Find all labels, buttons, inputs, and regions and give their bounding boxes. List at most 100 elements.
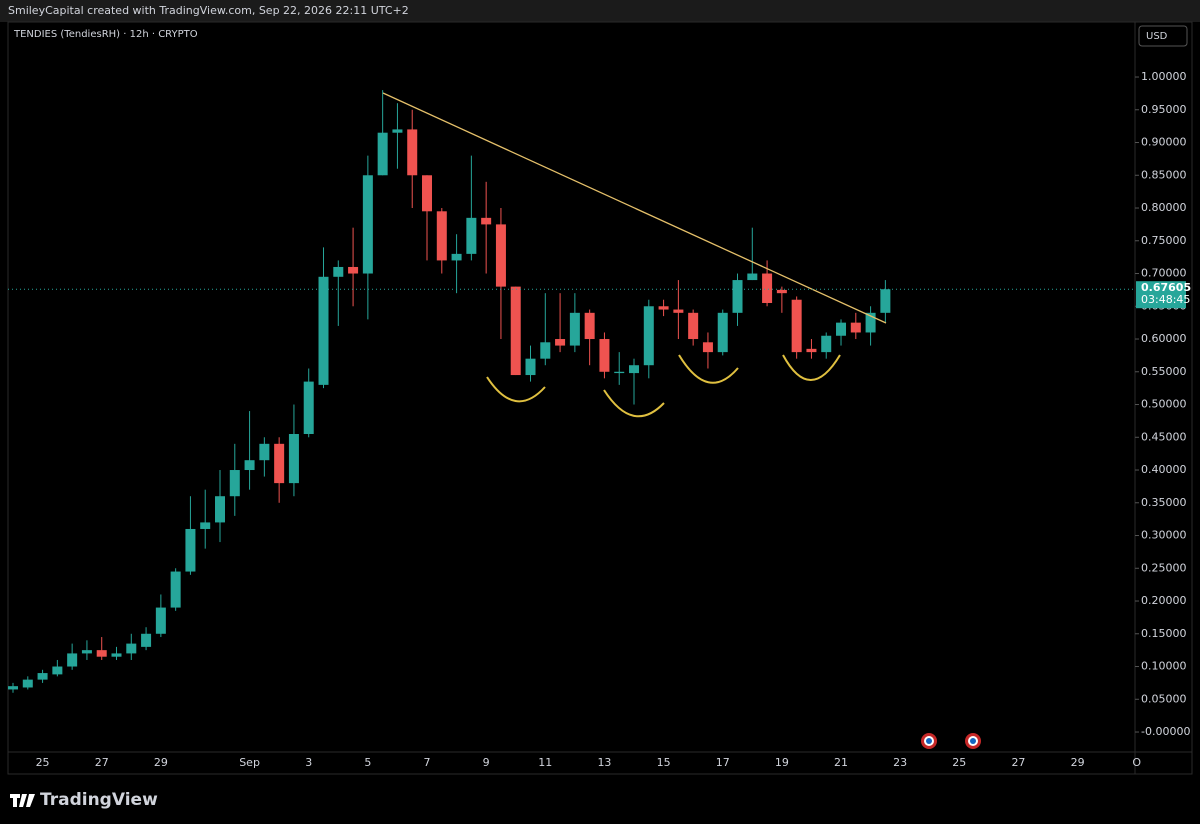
candle-body bbox=[303, 381, 314, 434]
candle-body bbox=[407, 129, 418, 176]
y-tick-label: 0.40000 bbox=[1141, 463, 1187, 476]
candle-body bbox=[81, 650, 92, 654]
candle-body bbox=[22, 679, 33, 688]
y-tick-label: 1.00000 bbox=[1141, 70, 1187, 83]
candle-body bbox=[584, 312, 595, 340]
candle-body bbox=[422, 175, 433, 212]
y-tick-label: 0.15000 bbox=[1141, 627, 1187, 640]
y-tick-label: 0.25000 bbox=[1141, 561, 1187, 574]
candle-body bbox=[155, 607, 166, 634]
candle-body bbox=[525, 358, 536, 376]
candle-body bbox=[643, 306, 654, 366]
candle-body bbox=[732, 280, 743, 313]
event-flag[interactable] bbox=[965, 733, 981, 749]
candle-body bbox=[806, 348, 817, 353]
x-tick-label: Sep bbox=[239, 756, 260, 769]
last-price-label: 0.67605 bbox=[1141, 281, 1191, 294]
candle-body bbox=[229, 470, 240, 497]
x-tick-label: 13 bbox=[597, 756, 611, 769]
candle-body bbox=[880, 289, 891, 313]
x-tick-label: 5 bbox=[364, 756, 371, 769]
arc bbox=[678, 354, 739, 384]
candle-body bbox=[126, 643, 137, 654]
candle-body bbox=[791, 299, 802, 353]
candle-body bbox=[717, 312, 728, 353]
attribution: SmileyCapital created with TradingView.c… bbox=[8, 4, 409, 17]
x-tick-label: 7 bbox=[424, 756, 431, 769]
candle-body bbox=[37, 673, 48, 680]
y-tick-label: 0.85000 bbox=[1141, 168, 1187, 181]
x-tick-label: 3 bbox=[305, 756, 312, 769]
countdown: 03:48:45 bbox=[1141, 293, 1190, 306]
candle-body bbox=[215, 496, 226, 523]
candle-body bbox=[185, 528, 196, 572]
x-tick-label: 27 bbox=[1011, 756, 1025, 769]
y-tick-label: 0.80000 bbox=[1141, 201, 1187, 214]
currency: USD bbox=[1146, 31, 1168, 42]
y-tick-label: 0.45000 bbox=[1141, 430, 1187, 443]
x-tick-label: 17 bbox=[716, 756, 730, 769]
x-tick-label: 25 bbox=[952, 756, 966, 769]
y-tick-label: 0.10000 bbox=[1141, 660, 1187, 673]
candle-body bbox=[244, 460, 255, 471]
brand: TradingView bbox=[40, 790, 158, 810]
y-tick-label: 0.70000 bbox=[1141, 267, 1187, 280]
arc bbox=[782, 354, 841, 381]
x-tick-label: 19 bbox=[775, 756, 789, 769]
candle-body bbox=[348, 266, 359, 274]
brand-logo bbox=[10, 794, 35, 807]
candle-body bbox=[377, 132, 388, 176]
trend-line bbox=[382, 92, 887, 324]
candle-body bbox=[466, 217, 477, 254]
candle-body bbox=[658, 306, 669, 310]
y-tick-label: 0.30000 bbox=[1141, 529, 1187, 542]
top-bar bbox=[0, 0, 1200, 22]
event-flag[interactable] bbox=[921, 733, 937, 749]
candle-body bbox=[141, 633, 152, 647]
x-tick-label: 21 bbox=[834, 756, 848, 769]
candle-body bbox=[288, 433, 299, 484]
candle-body bbox=[510, 286, 521, 376]
candle-body bbox=[629, 365, 640, 374]
candle-body bbox=[170, 571, 181, 608]
candle-body bbox=[52, 666, 63, 675]
symbol-title: TENDIES (TendiesRH) · 12h · CRYPTO bbox=[13, 29, 198, 40]
y-tick-label: 0.95000 bbox=[1141, 103, 1187, 116]
candle-body bbox=[599, 339, 610, 372]
plot bbox=[8, 90, 891, 693]
x-tick-label: 27 bbox=[95, 756, 109, 769]
candle-body bbox=[776, 289, 787, 294]
candle-body bbox=[318, 276, 329, 385]
candle-body bbox=[850, 322, 861, 333]
candle-body bbox=[481, 217, 492, 225]
y-tick-label: 0.20000 bbox=[1141, 594, 1187, 607]
x-tick-label: 9 bbox=[483, 756, 490, 769]
candle-body bbox=[702, 342, 713, 353]
x-tick-label: 11 bbox=[538, 756, 552, 769]
candle-body bbox=[8, 686, 18, 690]
last-price-box bbox=[1136, 281, 1186, 309]
candle-body bbox=[274, 443, 285, 484]
x-tick-label: 23 bbox=[893, 756, 907, 769]
x-tick-label: O bbox=[1132, 756, 1141, 769]
candle-body bbox=[673, 309, 684, 313]
y-tick-label: 0.05000 bbox=[1141, 692, 1187, 705]
y-tick-label: 0.50000 bbox=[1141, 398, 1187, 411]
y-tick-label: 0.55000 bbox=[1141, 365, 1187, 378]
candle-body bbox=[111, 653, 122, 657]
candle-body bbox=[333, 266, 344, 277]
x-tick-label: 25 bbox=[36, 756, 50, 769]
y-tick-label: 0.35000 bbox=[1141, 496, 1187, 509]
y-tick-label: 0.60000 bbox=[1141, 332, 1187, 345]
arc bbox=[486, 376, 546, 403]
currency-box[interactable] bbox=[1138, 25, 1188, 47]
candle-body bbox=[836, 322, 847, 336]
x-tick-label: 29 bbox=[1071, 756, 1085, 769]
candle-body bbox=[688, 312, 699, 340]
candle-body bbox=[96, 650, 107, 657]
y-tick-label: 0.75000 bbox=[1141, 234, 1187, 247]
candle-body bbox=[569, 312, 580, 346]
y-tick-label: -0.00000 bbox=[1141, 725, 1190, 738]
